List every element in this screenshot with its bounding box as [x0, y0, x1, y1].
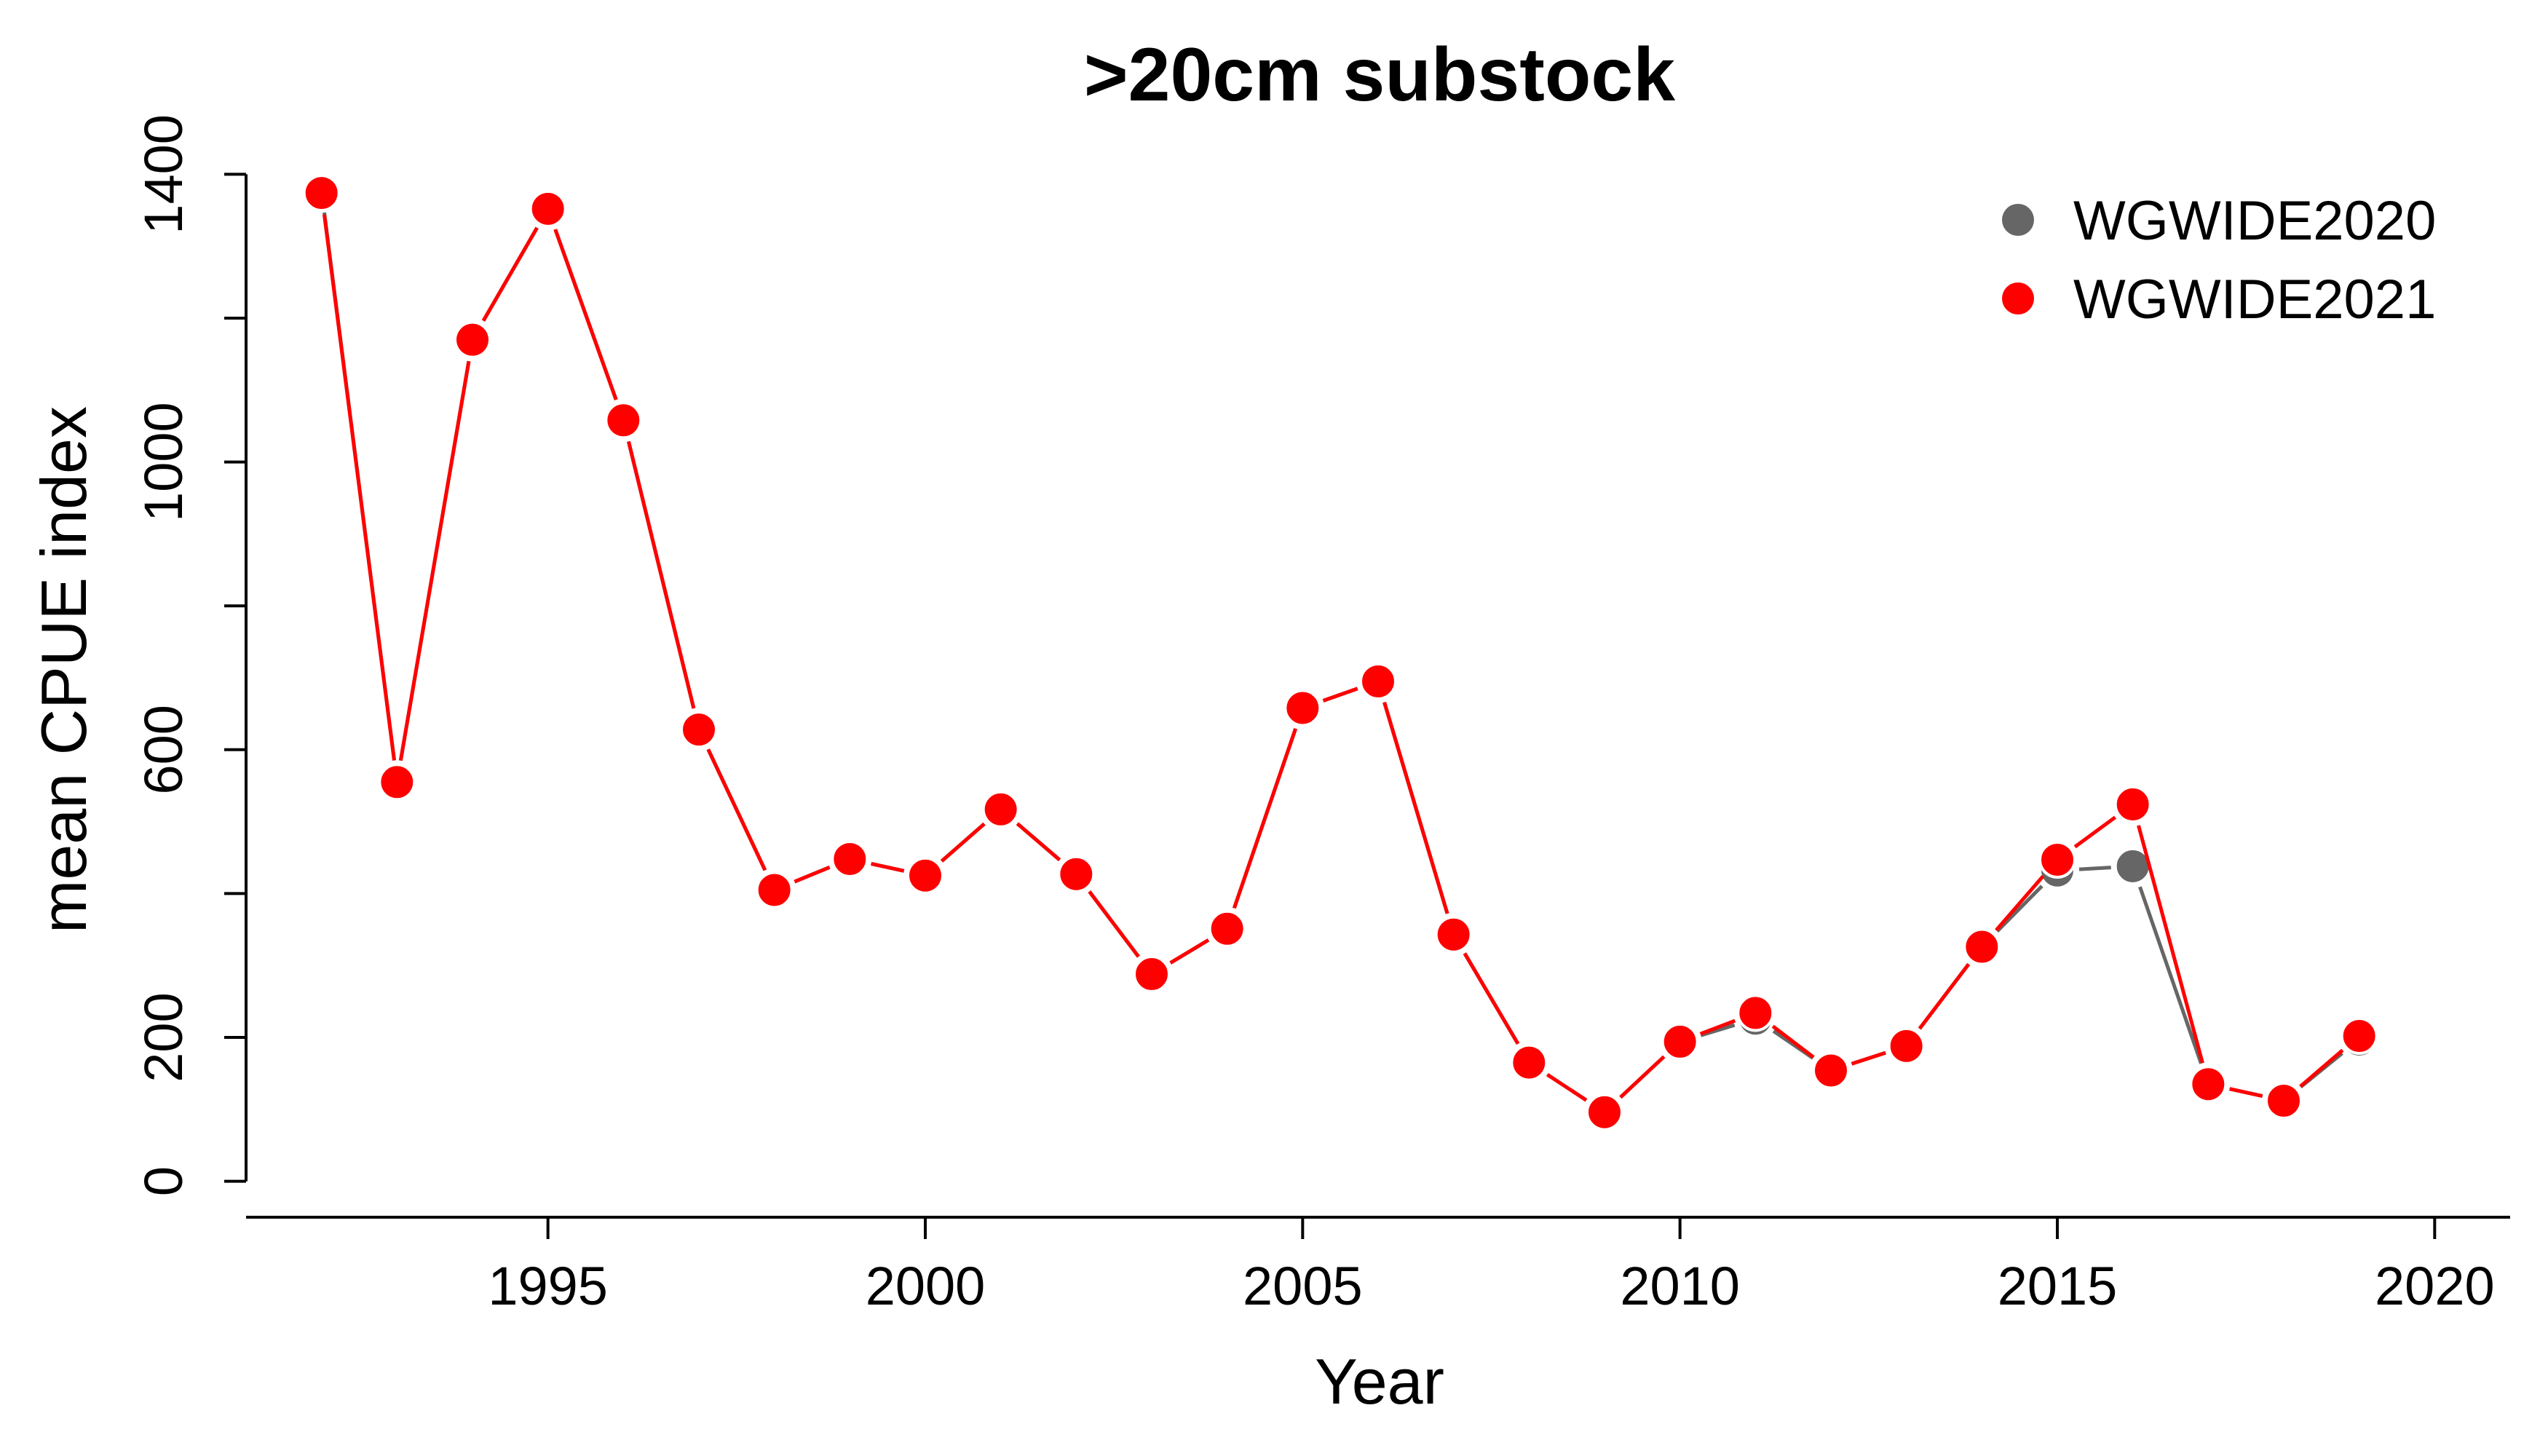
series-WGWIDE2021-segment-1995: [553, 229, 618, 400]
series-WGWIDE2021: [302, 174, 2378, 1131]
point-WGWIDE2021-2000: [906, 856, 944, 895]
point-WGWIDE2021-2003: [1133, 955, 1171, 994]
point-WGWIDE2021-1993: [378, 763, 416, 802]
series-WGWIDE2021-segment-2016: [2137, 825, 2204, 1064]
x-tick-label-2005: 2005: [1243, 1256, 1363, 1316]
x-tick-label-2015: 2015: [1998, 1256, 2118, 1316]
point-WGWIDE2021-2014: [1963, 927, 2001, 966]
series-WGWIDE2021-segment-2002: [1088, 890, 1140, 958]
point-WGWIDE2021-2002: [1057, 855, 1096, 893]
point-WGWIDE2021-2012: [1812, 1051, 1850, 1090]
point-WGWIDE2021-2015: [2038, 840, 2076, 879]
point-WGWIDE2021-1992: [302, 174, 341, 213]
x-tick-label-2000: 2000: [866, 1256, 986, 1316]
point-WGWIDE2021-1995: [529, 189, 567, 228]
series-WGWIDE2021-segment-1994: [481, 226, 539, 322]
series-WGWIDE2021-segment-2014: [1995, 874, 2045, 932]
series-WGWIDE2021-segment-2001: [1016, 822, 1061, 862]
x-tick-label-2010: 2010: [1620, 1256, 1740, 1316]
legend-label-WGWIDE2021: WGWIDE2021: [2073, 269, 2436, 331]
series-WGWIDE2021-segment-2012: [1851, 1051, 1886, 1066]
point-WGWIDE2021-2001: [981, 790, 1020, 828]
series-WGWIDE2021-segment-1993: [398, 360, 471, 761]
series-WGWIDE2021-segment-2011: [1771, 1024, 1815, 1059]
point-WGWIDE2021-2011: [1736, 994, 1775, 1032]
axes: 1995 2000 2005 2010 2015 2020 0 200 600 1000 1400: [133, 114, 2510, 1316]
series-WGWIDE2021-segment-2018: [2299, 1048, 2344, 1088]
series-WGWIDE2021-segment-2010: [1699, 1018, 1736, 1036]
point-WGWIDE2021-2013: [1887, 1026, 1926, 1065]
series-WGWIDE2021-segment-2006: [1382, 701, 1449, 914]
series-WGWIDE2021-segment-2007: [1463, 952, 1520, 1045]
point-WGWIDE2021-2018: [2265, 1081, 2303, 1120]
series-WGWIDE2021-segment-2013: [1918, 962, 1971, 1030]
series-WGWIDE2020-segment-2016: [2138, 886, 2203, 1064]
point-WGWIDE2021-2006: [1359, 662, 1397, 700]
x-axis-label: Year: [1315, 1345, 1444, 1417]
series-WGWIDE2021-segment-2015: [2073, 815, 2116, 849]
point-WGWIDE2021-1998: [755, 871, 794, 909]
series-WGWIDE2020-segment-2014: [1995, 885, 2043, 933]
x-tick-label-1995: 1995: [488, 1256, 608, 1316]
point-WGWIDE2021-1997: [680, 711, 718, 749]
point-WGWIDE2021-1996: [604, 401, 643, 440]
series-WGWIDE2021-segment-2005: [1322, 687, 1358, 703]
y-tick-label-1400: 1400: [133, 114, 194, 234]
series-WGWIDE2021-segment-2017: [2229, 1087, 2263, 1098]
point-WGWIDE2021-2007: [1434, 915, 1473, 954]
legend-marker-WGWIDE2021: [2002, 282, 2034, 314]
point-WGWIDE2021-2009: [1586, 1093, 1623, 1131]
x-tick-label-2020: 2020: [2375, 1256, 2495, 1316]
series-WGWIDE2021-segment-2004: [1233, 728, 1297, 909]
y-tick-label-0: 0: [133, 1166, 194, 1196]
y-tick-label-200: 200: [133, 992, 194, 1082]
point-WGWIDE2021-1994: [454, 320, 491, 359]
point-WGWIDE2021-2005: [1283, 689, 1322, 727]
point-WGWIDE2021-2019: [2340, 1017, 2378, 1056]
series-WGWIDE2021-segment-2009: [1619, 1055, 1666, 1099]
series-WGWIDE2021-segment-2008: [1546, 1072, 1588, 1102]
series-WGWIDE2020-segment-2015: [2078, 866, 2111, 871]
point-WGWIDE2021-2008: [1510, 1043, 1548, 1082]
series-WGWIDE2021-segment-2003: [1169, 938, 1210, 965]
y-axis-label: mean CPUE index: [28, 406, 100, 933]
series-WGWIDE2021-segment-1997: [706, 748, 767, 871]
point-WGWIDE2021-2017: [2189, 1065, 2228, 1104]
y-tick-label-600: 600: [133, 705, 194, 794]
series-WGWIDE2021-segment-2000: [940, 822, 986, 863]
legend-marker-WGWIDE2020: [2002, 204, 2034, 236]
point-WGWIDE2021-1999: [831, 839, 869, 878]
chart-title: >20cm substock: [1084, 33, 1675, 117]
legend-label-WGWIDE2020: WGWIDE2020: [2073, 190, 2436, 252]
series-layer: [302, 172, 2378, 1131]
y-tick-label-1000: 1000: [133, 402, 194, 522]
point-WGWIDE2021-2010: [1661, 1022, 1699, 1061]
series-WGWIDE2020-segment-2010: [1700, 1023, 1736, 1037]
legend: WGWIDE2020 WGWIDE2021: [2002, 190, 2436, 331]
series-WGWIDE2021-segment-1998: [794, 866, 831, 884]
series-WGWIDE2021-segment-1999: [871, 861, 905, 873]
point-WGWIDE2021-2004: [1208, 909, 1246, 948]
series-WGWIDE2021-segment-1992: [322, 214, 397, 761]
point-WGWIDE2021-2016: [2113, 785, 2152, 823]
series-WGWIDE2021-segment-1996: [627, 440, 696, 709]
series-WGWIDE2020: [302, 172, 2378, 1131]
